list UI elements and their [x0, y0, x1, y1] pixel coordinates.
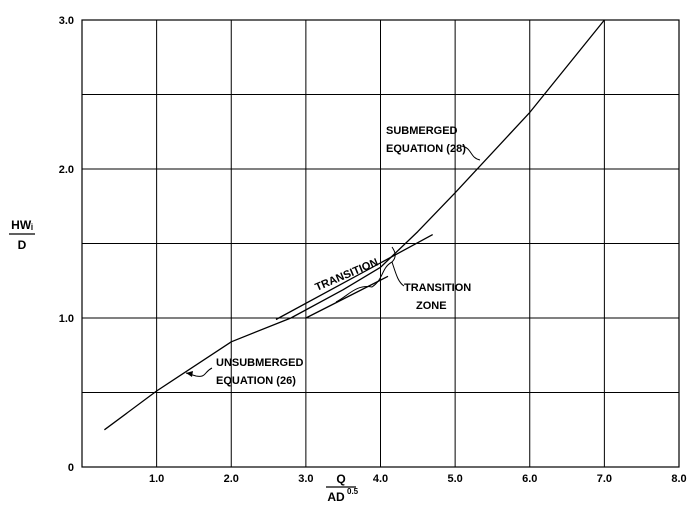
x-tick-label: 1.0	[149, 473, 164, 485]
series-line-3	[305, 275, 389, 319]
annotation-submerged-leader	[461, 145, 481, 161]
y-tick-label: 0	[68, 462, 74, 474]
annotation-submerged-line1: SUBMERGED	[386, 125, 458, 137]
x-tick-label: 7.0	[597, 473, 612, 485]
annotation-submerged-line2: EQUATION (28)	[386, 143, 466, 155]
annotation-transition-zone-leader	[391, 261, 405, 287]
y-tick-label: 3.0	[59, 15, 74, 27]
y-tick-labels: 0 1.0 2.0 3.0	[59, 15, 74, 474]
x-tick-label: 5.0	[447, 473, 462, 485]
annotation-transition-zone-line1: TRANSITION	[404, 282, 471, 294]
y-label-denominator: D	[18, 238, 27, 252]
curves	[104, 19, 605, 431]
x-tick-label: 3.0	[298, 473, 313, 485]
x-label-denominator: AD	[327, 490, 345, 504]
x-tick-label: 2.0	[224, 473, 239, 485]
annotation-transition-zone-line2: ZONE	[416, 300, 447, 312]
annotation-unsubmerged-leader	[185, 367, 213, 377]
annotation-unsubmerged-arrowhead	[186, 371, 193, 377]
grid	[82, 20, 679, 467]
y-tick-label: 2.0	[59, 164, 74, 176]
y-tick-label: 1.0	[59, 313, 74, 325]
series-line-2	[275, 234, 434, 321]
x-label-exponent: 0.5	[347, 487, 359, 496]
x-tick-label: 8.0	[671, 473, 686, 485]
series-line-1	[104, 19, 605, 431]
annotation-unsubmerged-line1: UNSUBMERGED	[216, 357, 303, 369]
annotation-unsubmerged-line2: EQUATION (26)	[216, 375, 296, 387]
x-tick-label: 6.0	[522, 473, 537, 485]
x-tick-label: 4.0	[373, 473, 388, 485]
x-label-numerator: Q	[336, 472, 345, 486]
annotation-transition-zone-brace	[335, 246, 396, 303]
y-label-numerator: HWᵢ	[11, 218, 33, 232]
x-tick-labels: 1.0 2.0 3.0 4.0 5.0 6.0 7.0 8.0	[149, 473, 687, 485]
